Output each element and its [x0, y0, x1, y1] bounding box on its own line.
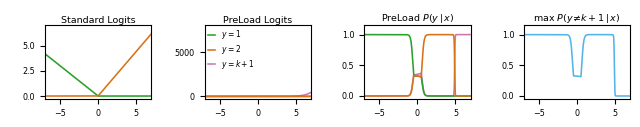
Title: Standard Logits: Standard Logits [61, 16, 135, 25]
Legend: $y=1$, $y=2$, $y=k+1$: $y=1$, $y=2$, $y=k+1$ [207, 28, 256, 72]
Title: PreLoad $P(y\,|\,x)$: PreLoad $P(y\,|\,x)$ [381, 12, 454, 25]
Title: max $P(y\!\neq\!k+1\,|\,x)$: max $P(y\!\neq\!k+1\,|\,x)$ [534, 12, 621, 25]
Title: PreLoad Logits: PreLoad Logits [223, 16, 292, 25]
